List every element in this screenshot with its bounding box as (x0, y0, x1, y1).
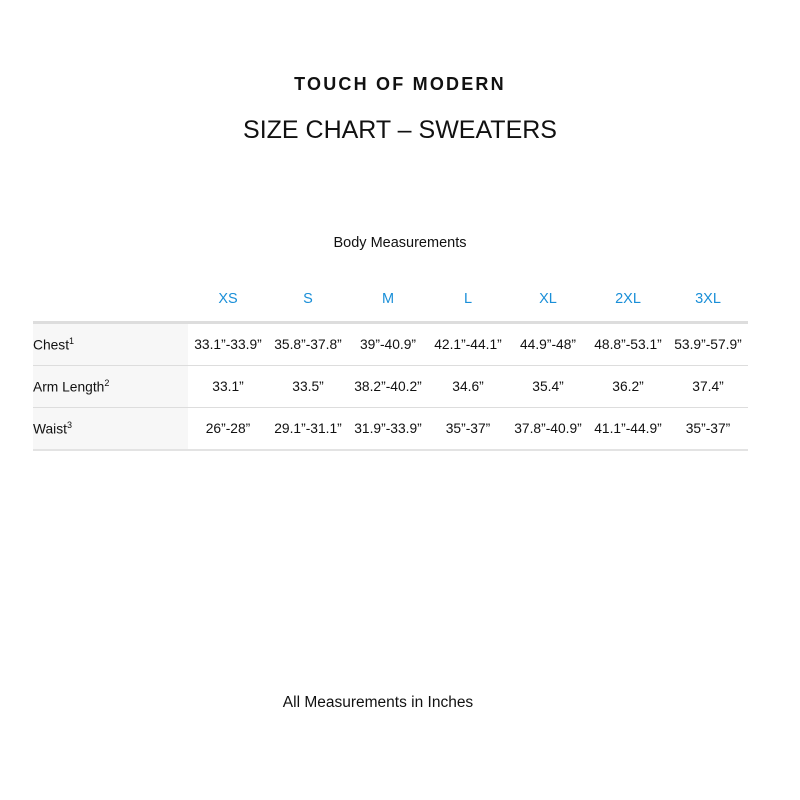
row-label: Arm Length2 (33, 365, 188, 408)
footer-note: All Measurements in Inches (282, 694, 474, 711)
table-row: Waist3 26”-28” 29.1”-31.1” 31.9”-33.9” 35”-3… (33, 407, 748, 451)
size-header: XS (188, 276, 268, 324)
measurement-cell: 33.1”-33.9” (188, 322, 268, 366)
row-label: Waist3 (33, 407, 188, 451)
measurement-cell: 31.9”-33.9” (348, 407, 428, 451)
row-label-text: Arm Length (33, 379, 105, 395)
measurement-cell: 36.2” (588, 365, 668, 408)
size-header: M (348, 276, 428, 324)
measurement-cell: 29.1”-31.1” (268, 407, 348, 451)
measurement-cell: 33.1” (188, 365, 268, 408)
measurement-cell: 37.4” (668, 365, 748, 408)
header-blank (33, 276, 188, 324)
brand-logo: TOUCH OF MODERN (294, 74, 506, 94)
measurement-cell: 35.8”-37.8” (268, 322, 348, 366)
footnote-marker: 3 (66, 420, 72, 431)
measurement-cell: 41.1”-44.9” (588, 407, 668, 451)
measurement-cell: 26”-28” (188, 407, 268, 451)
measurement-cell: 34.6” (428, 365, 508, 408)
measurement-cell: 38.2”-40.2” (348, 365, 428, 408)
measurement-cell: 35”-37” (668, 407, 748, 451)
footnote-marker: 1 (69, 336, 75, 347)
measurement-cell: 53.9”-57.9” (668, 322, 748, 366)
measurement-cell: 37.8”-40.9” (508, 407, 588, 451)
measurement-cell: 39”-40.9” (348, 322, 428, 366)
table-row: Chest1 33.1”-33.9” 35.8”-37.8” 39”-40.9” 42.… (33, 322, 748, 366)
table-row: Arm Length2 33.1” 33.5” 38.2”-40.2” 34.6” 35.… (33, 365, 748, 408)
size-header: XL (508, 276, 588, 324)
measurement-cell: 44.9”-48” (508, 322, 588, 366)
size-header-row: XS S M L XL 2XL 3XL (33, 276, 748, 324)
row-label: Chest1 (33, 322, 188, 366)
measurement-cell: 42.1”-44.1” (428, 322, 508, 366)
size-header: 3XL (668, 276, 748, 324)
measurement-cell: 48.8”-53.1” (588, 322, 668, 366)
measurement-cell: 35.4” (508, 365, 588, 408)
size-table: XS S M L XL 2XL 3XL Chest1 33.1”-33.9” 35.… (33, 276, 748, 451)
table-caption: Body Measurements (333, 235, 467, 251)
row-label-text: Chest (33, 337, 70, 353)
measurement-cell: 35”-37” (428, 407, 508, 451)
size-header: L (428, 276, 508, 324)
page-title: SIZE CHART – SWEATERS (243, 116, 557, 144)
measurement-cell: 33.5” (268, 365, 348, 408)
size-header: 2XL (588, 276, 668, 324)
footnote-marker: 2 (104, 378, 110, 389)
row-label-text: Waist (33, 421, 67, 437)
size-header: S (268, 276, 348, 324)
